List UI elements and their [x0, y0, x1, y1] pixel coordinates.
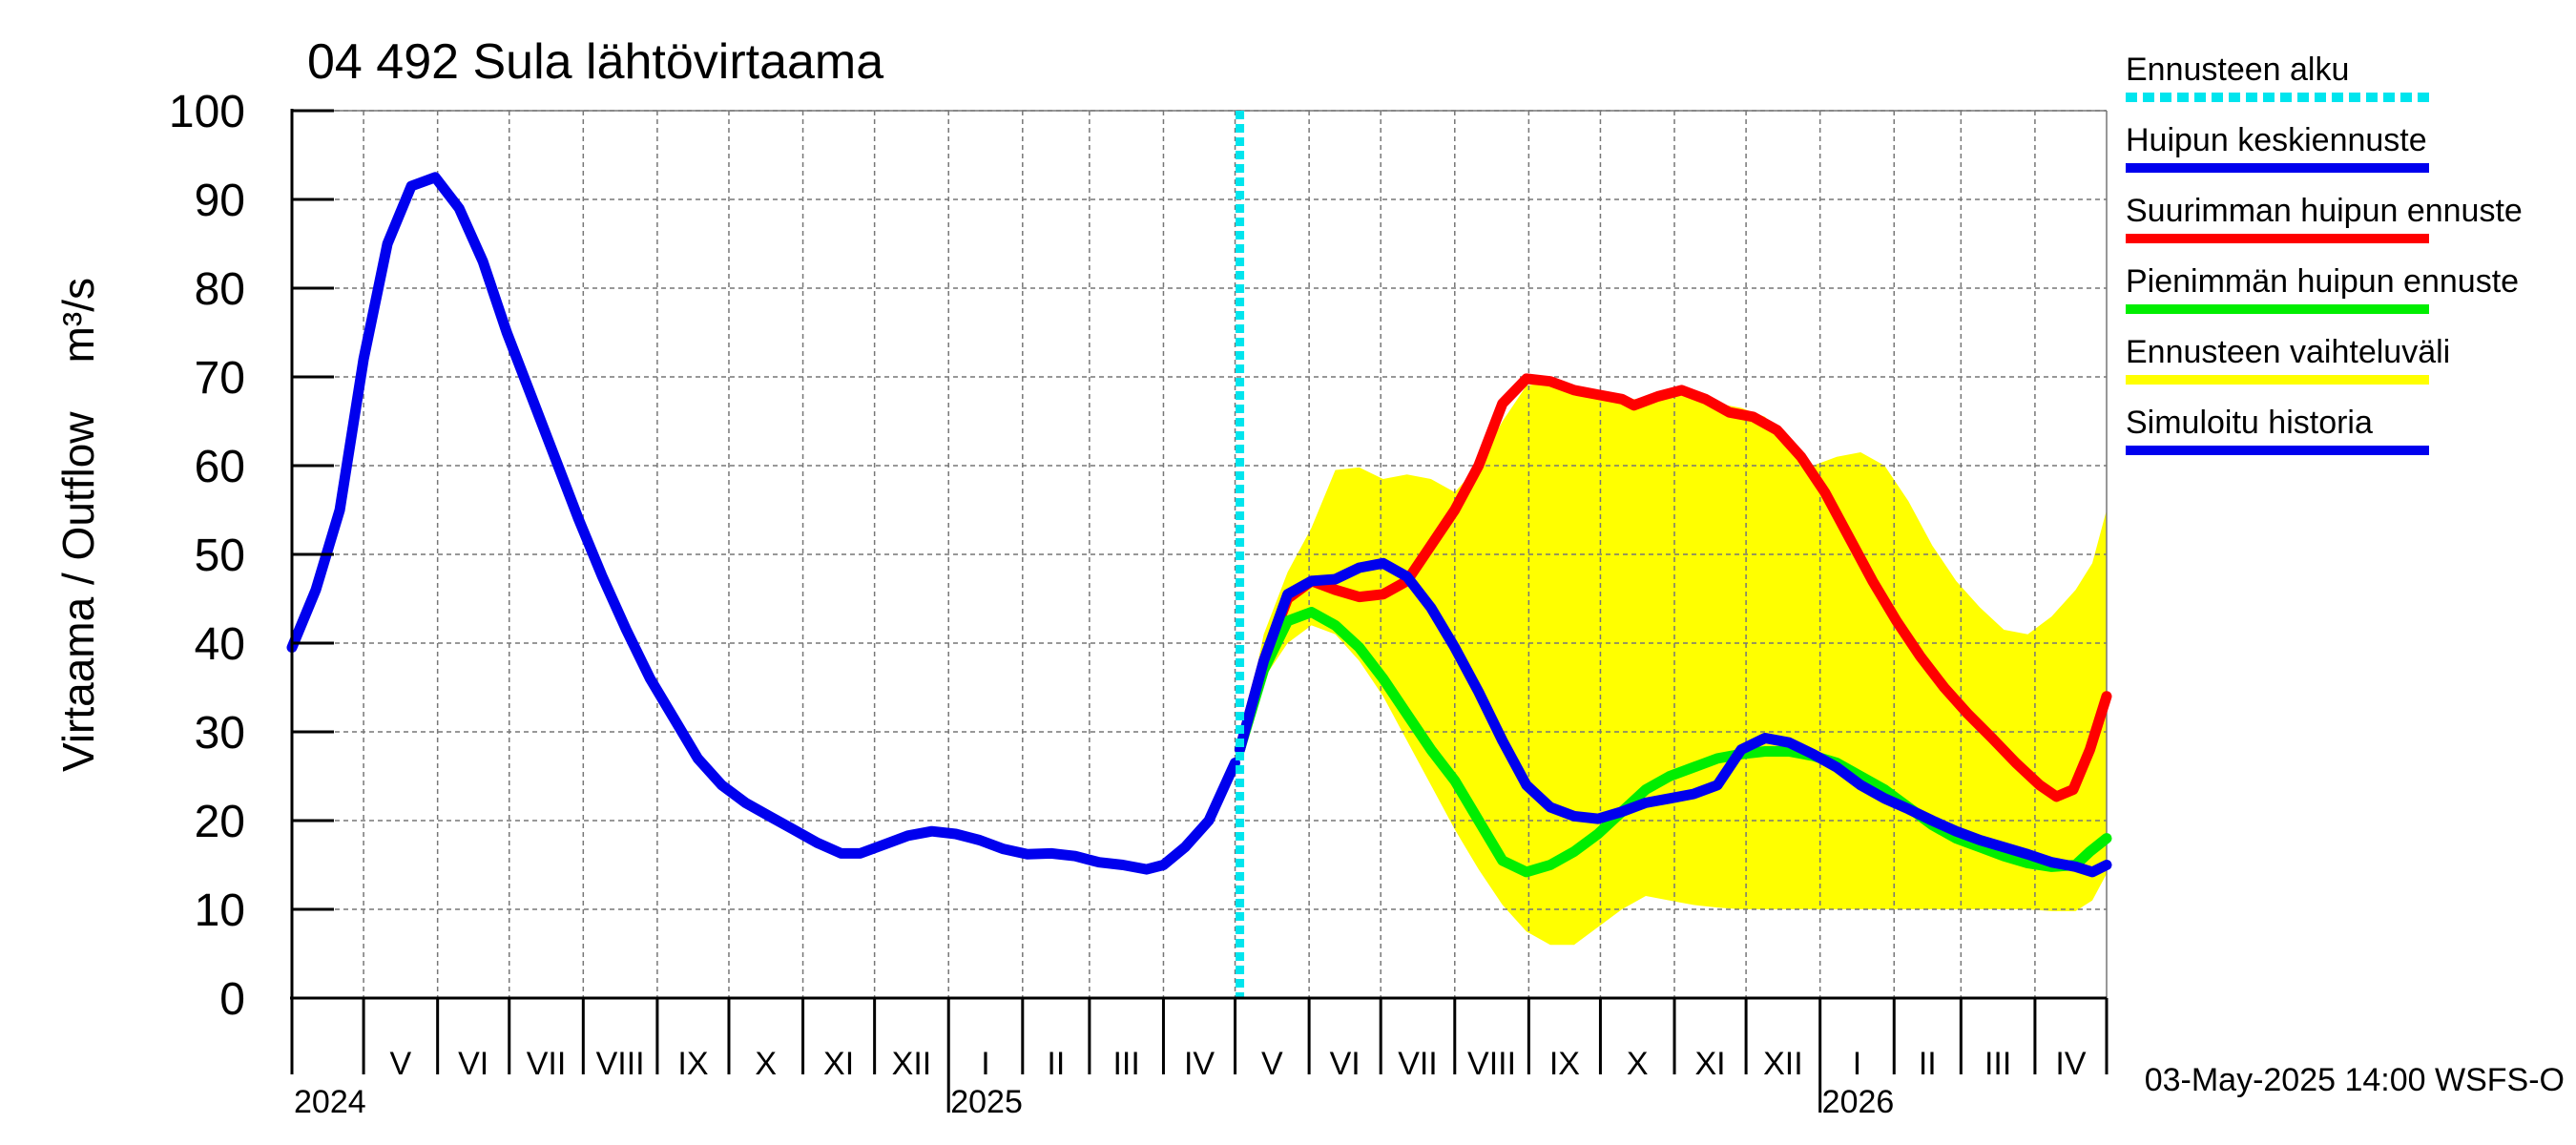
series-line-pienimm-n-huipun-ennuste	[1235, 607, 2112, 878]
x-month-label: IX	[1549, 1046, 1580, 1082]
x-month-label: IX	[677, 1046, 708, 1082]
x-year-label: 2025	[950, 1084, 1023, 1120]
x-year-label: 2026	[1822, 1084, 1895, 1120]
legend-label: Ennusteen alku	[2126, 52, 2349, 88]
x-month-label: XI	[1695, 1046, 1726, 1082]
legend-label: Simuloitu historia	[2126, 405, 2373, 441]
y-axis-label: Virtaama / Outflow m³/s	[53, 278, 103, 772]
y-tick-label: 20	[195, 797, 245, 847]
x-month-label: VI	[1330, 1046, 1361, 1082]
y-tick-labels: 0 10 20 30 40 50 60 70 80 90 100	[169, 87, 245, 1025]
y-tick-label: 100	[169, 87, 245, 137]
x-month-label: X	[1627, 1046, 1649, 1082]
y-tick-label: 90	[195, 176, 245, 226]
y-tick-label: 50	[195, 531, 245, 581]
legend-label: Suurimman huipun ennuste	[2126, 193, 2523, 229]
x-month-label: II	[1919, 1046, 1937, 1082]
series-line-huipun-keskiennuste	[1235, 557, 2112, 878]
x-month-label: VI	[458, 1046, 488, 1082]
x-month-label: V	[1261, 1046, 1283, 1082]
x-month-label: I	[981, 1046, 989, 1082]
x-month-labels: V VI VII VIII IX X XI XII I II III IV V VI VII VIII IX X X…	[390, 1046, 2087, 1082]
x-month-label: II	[1047, 1046, 1065, 1082]
x-month-label: VII	[1398, 1046, 1438, 1082]
x-year-labels: 2024 2025 2026	[294, 1084, 1894, 1120]
y-tick-label: 70	[195, 353, 245, 404]
footer-timestamp: 03-May-2025 14:00 WSFS-O	[2145, 1062, 2565, 1098]
x-month-label: XI	[823, 1046, 854, 1082]
y-tick-label: 80	[195, 264, 245, 315]
x-month-label: IV	[2055, 1046, 2086, 1082]
y-tick-label: 0	[219, 974, 245, 1025]
y-tick-label: 30	[195, 708, 245, 759]
chart-title: 04 492 Sula lähtövirtaama	[307, 34, 883, 90]
series-line-suurimman-huipun-ennuste	[1235, 373, 2112, 802]
legend-label: Huipun keskiennuste	[2126, 122, 2427, 158]
x-month-label: VIII	[1467, 1046, 1516, 1082]
x-month-label: X	[755, 1046, 777, 1082]
y-tick-label: 40	[195, 619, 245, 670]
x-month-label: VII	[527, 1046, 567, 1082]
series-line-simuloitu-historia	[286, 172, 1240, 875]
legend-label: Ennusteen vaihteluväli	[2126, 334, 2450, 370]
x-month-label: I	[1853, 1046, 1861, 1082]
legend: Ennusteen alku Huipun keskiennuste Suurimm…	[2126, 52, 2523, 455]
series-lines	[286, 111, 2112, 998]
x-month-label: XII	[892, 1046, 932, 1082]
x-month-label: V	[390, 1046, 412, 1082]
y-tick-label: 10	[195, 885, 245, 936]
x-month-label: IV	[1184, 1046, 1215, 1082]
x-month-label: VIII	[596, 1046, 645, 1082]
x-month-label: III	[1112, 1046, 1139, 1082]
x-year-label: 2024	[294, 1084, 366, 1120]
y-tick-label: 60	[195, 442, 245, 492]
legend-label: Pienimmän huipun ennuste	[2126, 263, 2519, 300]
x-month-label: XII	[1763, 1046, 1803, 1082]
axes	[290, 109, 2109, 1113]
x-month-label: III	[1984, 1046, 2011, 1082]
